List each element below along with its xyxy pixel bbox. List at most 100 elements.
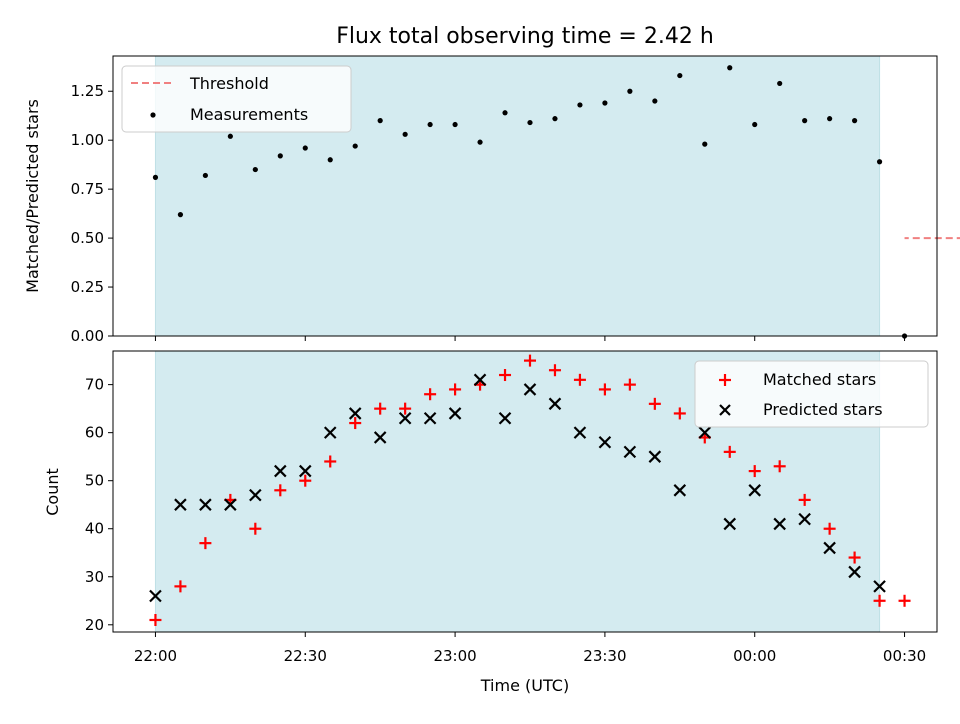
legend-predicted-swatch	[719, 404, 731, 416]
matched-star-marker	[324, 455, 337, 468]
predicted-star-marker	[348, 407, 362, 420]
predicted-star-marker	[249, 488, 262, 502]
xtick-label: 00:00	[733, 647, 776, 665]
predicted-star-marker	[149, 589, 162, 603]
matched-star-marker	[648, 397, 661, 410]
measurement-point	[177, 212, 184, 218]
measurement-point	[577, 102, 583, 108]
matched-star-marker	[748, 465, 761, 478]
matched-star-marker	[274, 484, 287, 497]
matched-star-marker	[723, 445, 736, 458]
matched-star-marker	[898, 594, 911, 607]
predicted-star-marker	[773, 517, 786, 531]
ytick-label: 0.00	[71, 327, 104, 345]
ytick-label: 0.25	[71, 278, 104, 296]
measurement-point	[202, 172, 208, 179]
legend-threshold-label: Threshold	[189, 74, 269, 93]
predicted-star-marker	[798, 512, 811, 526]
predicted-star-marker	[473, 373, 487, 387]
measurement-point	[152, 174, 159, 180]
predicted-star-marker	[573, 426, 587, 439]
measurement-point	[727, 65, 733, 71]
measurement-point	[377, 118, 383, 124]
matched-star-marker	[598, 383, 611, 396]
measurement-point	[227, 133, 233, 139]
predicted-star-marker	[373, 431, 387, 444]
matched-star-marker	[873, 594, 886, 607]
ytick-label: 1.00	[71, 131, 104, 149]
predicted-star-marker	[648, 450, 662, 463]
predicted-star-marker	[448, 407, 462, 420]
matched-star-marker	[249, 522, 262, 535]
count-panel-frame	[112, 350, 938, 633]
matched-star-marker	[349, 417, 362, 430]
measurement-point	[802, 118, 808, 124]
measurement-point	[252, 166, 258, 173]
predicted-star-marker	[723, 517, 737, 531]
count-legend: Matched stars Predicted stars	[694, 360, 929, 428]
ytick-label: 50	[85, 472, 104, 490]
ytick-label: 30	[85, 568, 104, 586]
matched-star-marker	[798, 493, 811, 506]
matched-star-marker	[299, 474, 312, 487]
matched-star-marker	[174, 580, 187, 593]
matched-star-marker	[623, 378, 636, 391]
measurement-point	[277, 153, 283, 159]
ytick-label: 0.75	[71, 180, 104, 198]
measurement-point	[827, 116, 833, 122]
predicted-star-marker	[748, 484, 761, 497]
matched-star-marker	[199, 537, 212, 550]
measurement-point	[477, 139, 483, 145]
measurement-point	[552, 116, 558, 122]
legend-measurements-label: Measurements	[190, 105, 308, 124]
measurement-point	[602, 100, 608, 106]
ytick-label: 1.25	[71, 82, 104, 100]
measurement-point	[302, 145, 308, 151]
measurement-point	[777, 80, 783, 87]
predicted-star-marker	[598, 435, 612, 449]
matched-star-marker	[424, 388, 437, 401]
measurement-point	[402, 131, 408, 137]
xtick-label: 23:00	[433, 647, 476, 665]
matched-star-marker	[823, 522, 836, 535]
matched-star-marker	[149, 613, 162, 626]
predicted-star-marker	[423, 411, 437, 425]
measurement-point	[352, 143, 358, 149]
matched-star-marker	[548, 364, 561, 377]
ytick-label: 0.50	[71, 229, 104, 247]
predicted-star-marker	[498, 411, 512, 425]
predicted-star-marker	[398, 411, 412, 425]
predicted-star-marker	[174, 498, 187, 511]
ytick-label: 40	[85, 520, 104, 538]
measurement-point	[702, 141, 708, 147]
matched-star-marker	[573, 373, 586, 386]
matched-star-marker	[848, 551, 861, 564]
chart-title: Flux total observing time = 2.42 h	[336, 24, 714, 49]
predicted-star-marker	[673, 484, 687, 497]
measurement-point	[627, 88, 633, 94]
measurement-point	[677, 72, 683, 79]
count-panel: 20 30 40 50 60 70 22:00 22:30 23:00 23:30 00:00 00…	[43, 350, 938, 695]
legend-measurements-swatch	[150, 112, 156, 118]
count-xlabel: Time (UTC)	[480, 676, 569, 695]
measurement-point	[852, 118, 858, 124]
legend-matched-swatch	[719, 374, 731, 386]
predicted-star-marker	[298, 464, 312, 478]
measurement-point	[502, 110, 508, 116]
ratio-legend: Threshold Measurements	[121, 65, 352, 133]
matched-star-marker	[523, 354, 536, 367]
predicted-star-marker	[623, 445, 637, 459]
predicted-star-marker	[274, 464, 287, 478]
measurement-point	[652, 98, 658, 104]
ytick-label: 20	[85, 616, 104, 634]
xtick-label: 00:30	[883, 647, 926, 665]
matched-star-marker	[449, 383, 462, 396]
ratio-ylabel: Matched/Predicted stars	[23, 99, 42, 293]
measurement-point	[452, 121, 458, 128]
matched-star-marker	[773, 460, 786, 473]
xtick-label: 22:30	[284, 647, 327, 665]
matched-star-marker	[374, 402, 387, 415]
predicted-star-marker	[873, 580, 886, 593]
legend-matched-label: Matched stars	[763, 370, 876, 389]
matched-star-marker	[499, 369, 512, 382]
